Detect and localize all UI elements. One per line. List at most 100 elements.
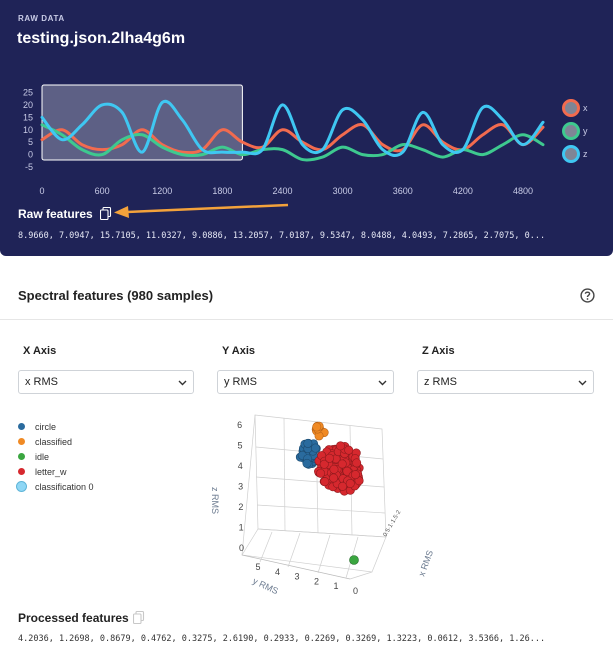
legend-dot <box>16 481 27 492</box>
scatter-point <box>319 459 329 469</box>
legend-item-classified[interactable]: classified <box>18 434 94 449</box>
scatter-point <box>352 458 362 468</box>
y-tick-label: 2 <box>314 576 319 586</box>
z-tick-labels: 0 1 2 3 4 5 6 <box>237 420 244 553</box>
z-axis-select[interactable]: z RMS <box>417 370 594 394</box>
x-tick-label: 1200 <box>152 186 172 196</box>
section-label: RAW DATA <box>18 14 65 23</box>
scatter-point <box>310 443 320 453</box>
raw-features-values: 8.9660, 7.0947, 15.7105, 11.0327, 9.0886… <box>18 231 546 241</box>
scatter-point <box>302 458 312 468</box>
y-axis-select[interactable]: y RMS <box>217 370 394 394</box>
scatter-point <box>337 459 347 469</box>
legend-label: classified <box>35 436 73 447</box>
chevron-down-icon <box>178 380 187 386</box>
raw-data-panel: RAW DATA testing.json.2lha4g6m 25 20 15 10 5… <box>0 0 613 256</box>
scatter-point <box>344 445 354 455</box>
legend-item-letter-w[interactable]: letter_w <box>18 464 94 479</box>
series-line-z <box>40 99 545 157</box>
y-tick-label: 25 <box>23 87 33 97</box>
legend-label-z: z <box>583 149 588 159</box>
x-tick-label: 1800 <box>212 186 232 196</box>
x-tick-label: 0 <box>39 186 44 196</box>
y-tick-label: 5 <box>255 562 260 572</box>
processed-features-values: 4.2036, 1.2698, 0.8679, 0.4762, 0.3275, … <box>18 634 546 644</box>
scatter-point <box>329 473 339 483</box>
x-tick-label: 3000 <box>333 186 353 196</box>
legend-item-idle[interactable]: idle <box>18 449 94 464</box>
chart-legend: x y z <box>562 99 588 163</box>
sample-title: testing.json.2lha4g6m <box>17 30 186 47</box>
y-tick-labels: 25 20 15 10 5 0 -5 <box>23 87 33 172</box>
copy-icon[interactable] <box>133 611 145 624</box>
legend-label: letter_w <box>35 466 67 477</box>
y-tick-label: 10 <box>23 125 33 135</box>
copy-icon[interactable] <box>100 207 112 220</box>
legend-dot <box>18 423 25 430</box>
z-tick-label: 2 <box>238 502 243 512</box>
x-tick-label: 3600 <box>393 186 413 196</box>
legend-item-circle[interactable]: circle <box>18 419 94 434</box>
x-tick-label: 2400 <box>272 186 292 196</box>
legend-marker-z[interactable] <box>562 145 580 163</box>
y-tick-label: 0 <box>353 586 358 596</box>
legend-dot <box>18 438 25 445</box>
raw-features-label: Raw features <box>18 207 93 221</box>
scatter-point <box>338 481 348 491</box>
y-axis-selected: y RMS <box>224 376 257 388</box>
chevron-down-icon <box>578 380 587 386</box>
scatter-point <box>320 477 330 487</box>
legend-marker-x[interactable] <box>562 99 580 117</box>
divider <box>0 319 613 320</box>
y-tick-label: 3 <box>294 572 299 582</box>
y-tick-label: 1 <box>333 581 338 591</box>
z-tick-label: 4 <box>238 461 243 471</box>
annotation-arrow <box>114 203 289 218</box>
y-axis-label: Y Axis <box>222 345 256 357</box>
legend-marker-y[interactable] <box>562 122 580 140</box>
y-axis-title: y RMS <box>251 576 280 596</box>
scatter-point <box>329 464 339 474</box>
z-tick-label: 0 <box>239 543 244 553</box>
legend-item-classification-0[interactable]: classification 0 <box>16 479 94 494</box>
y-tick-label: 0 <box>28 150 33 160</box>
y-tick-label: 5 <box>28 137 33 147</box>
scatter-point <box>345 478 355 488</box>
scatter-point <box>342 466 352 476</box>
x-tick-labels: 0 600 1200 1800 2400 3000 3600 4200 4800 <box>39 186 532 196</box>
scatter-point-idle <box>349 555 359 565</box>
legend-label: circle <box>35 421 57 432</box>
scatter-point <box>325 453 335 463</box>
processed-features-label: Processed features <box>18 611 129 625</box>
spectral-features-panel: Spectral features (980 samples) X Axis Y… <box>0 262 613 663</box>
x-axis-select[interactable]: x RMS <box>18 370 194 394</box>
scatter-point <box>312 422 322 432</box>
legend-label-x: x <box>583 103 588 113</box>
selection-window[interactable] <box>41 84 243 161</box>
y-tick-label: 4 <box>275 567 280 577</box>
legend-dot <box>18 453 25 460</box>
x-tick-label: 4200 <box>453 186 473 196</box>
z-tick-label: 5 <box>237 441 242 451</box>
z-tick-label: 6 <box>237 420 242 430</box>
scatter-points <box>295 421 364 565</box>
y-tick-label: -5 <box>25 162 33 172</box>
x-axis-selected: x RMS <box>25 376 58 388</box>
y-tick-labels: 5 4 3 2 1 0 <box>255 562 358 596</box>
z-tick-label: 3 <box>238 482 243 492</box>
legend-dot <box>18 468 25 475</box>
scatter-point <box>316 468 326 478</box>
raw-data-chart[interactable]: 25 20 15 10 5 0 -5 0 600 1200 1800 2400 3000 3600 420… <box>0 80 613 200</box>
x-axis-label: X Axis <box>23 345 57 357</box>
x-tick-label: 4800 <box>513 186 533 196</box>
scatter-legend: circle classified idle letter_w classifi… <box>16 419 94 494</box>
spectral-title: Spectral features (980 samples) <box>18 288 214 303</box>
x-tick-label: 600 <box>95 186 110 196</box>
z-axis-label: Z Axis <box>422 345 455 357</box>
z-tick-label: 1 <box>239 523 244 533</box>
scatter-point <box>350 470 360 480</box>
legend-label-y: y <box>583 126 588 136</box>
scatter-point <box>336 441 346 451</box>
help-circle-icon[interactable] <box>580 288 595 303</box>
